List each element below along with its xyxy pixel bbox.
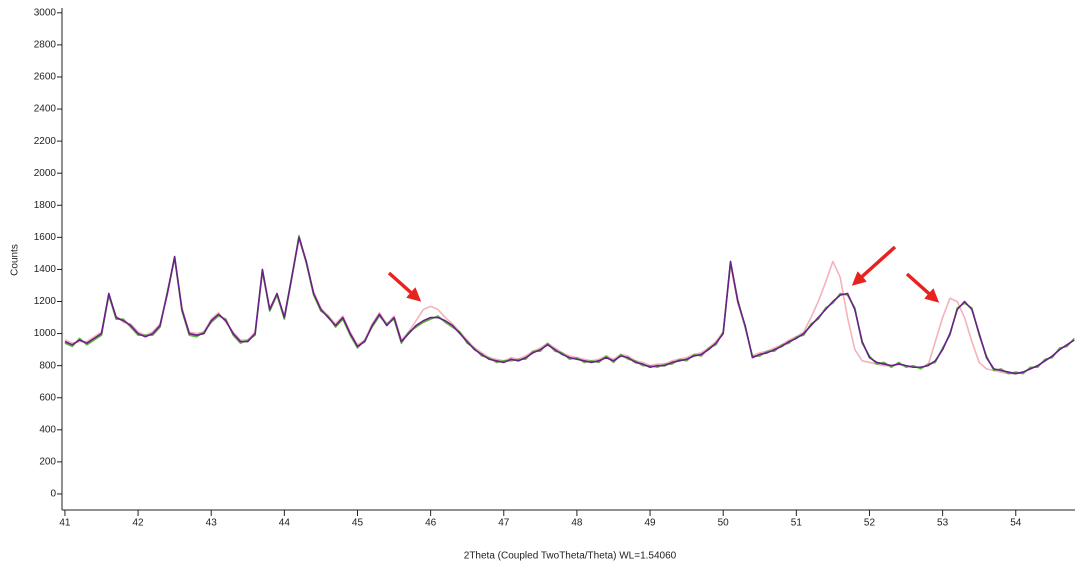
y-tick-label: 2800 [34,40,57,51]
y-axis-label: Counts [10,244,21,276]
y-tick-label: 1200 [34,296,57,307]
data-line [64,238,1075,375]
plot-area [64,234,1075,375]
x-tick-label: 43 [206,518,218,529]
y-tick-label: 1600 [34,232,57,243]
x-tick-label: 42 [133,518,145,529]
arrow [387,271,422,302]
x-tick-label: 46 [425,518,437,529]
arrow [851,245,897,286]
x-tick-label: 48 [571,518,583,529]
y-tick-label: 2600 [34,72,57,83]
data-line [64,236,1075,375]
x-tick-label: 49 [644,518,656,529]
x-tick-label: 47 [498,518,510,529]
y-tick-label: 0 [50,489,56,500]
y-tick-label: 2400 [34,104,57,115]
x-axis-label: 2Theta (Coupled TwoTheta/Theta) WL=1.540… [464,551,677,562]
y-tick-label: 400 [39,424,56,435]
y-tick-label: 600 [39,392,56,403]
x-tick-label: 50 [718,518,730,529]
x-tick-label: 53 [937,518,949,529]
arrow [905,272,940,303]
y-tick-label: 1800 [34,200,57,211]
y-tick-label: 2200 [34,136,57,147]
x-tick-label: 52 [864,518,876,529]
y-tick-label: 1000 [34,328,57,339]
y-tick-label: 3000 [34,7,57,18]
x-tick-label: 51 [791,518,803,529]
y-tick-label: 200 [39,457,56,468]
x-tick-label: 54 [1010,518,1022,529]
data-line [64,234,1075,375]
y-tick-label: 1400 [34,264,57,275]
x-tick-label: 44 [279,518,291,529]
x-tick-label: 45 [352,518,364,529]
y-tick-label: 800 [39,360,56,371]
y-tick-label: 2000 [34,168,57,179]
x-tick-label: 41 [59,518,71,529]
